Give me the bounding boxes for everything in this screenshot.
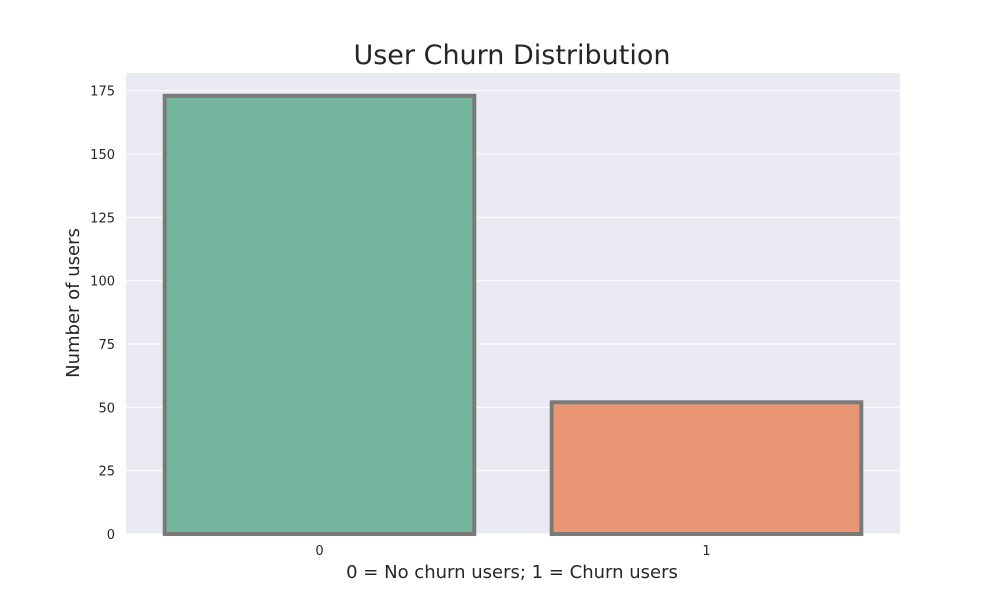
y-tick-label: 125: [90, 211, 115, 226]
x-axis-label: 0 = No churn users; 1 = Churn users: [346, 562, 678, 583]
bar-0: [162, 93, 477, 537]
bar-1: [549, 400, 864, 536]
y-tick-label: 50: [98, 401, 115, 416]
y-tick-label: 75: [98, 338, 115, 353]
x-tick-label: 0: [315, 544, 323, 559]
y-tick-label: 0: [107, 528, 115, 543]
chart-title: User Churn Distribution: [353, 40, 670, 71]
x-tick-label: 1: [702, 544, 710, 559]
y-axis-label: Number of users: [63, 228, 84, 378]
y-tick-label: 100: [90, 275, 115, 290]
y-tick-labels: 0 25 50 75 100 125 150 175: [90, 85, 115, 543]
bars: [162, 93, 864, 537]
y-tick-label: 175: [90, 85, 115, 100]
y-tick-label: 25: [98, 465, 115, 480]
y-tick-label: 150: [90, 148, 115, 163]
